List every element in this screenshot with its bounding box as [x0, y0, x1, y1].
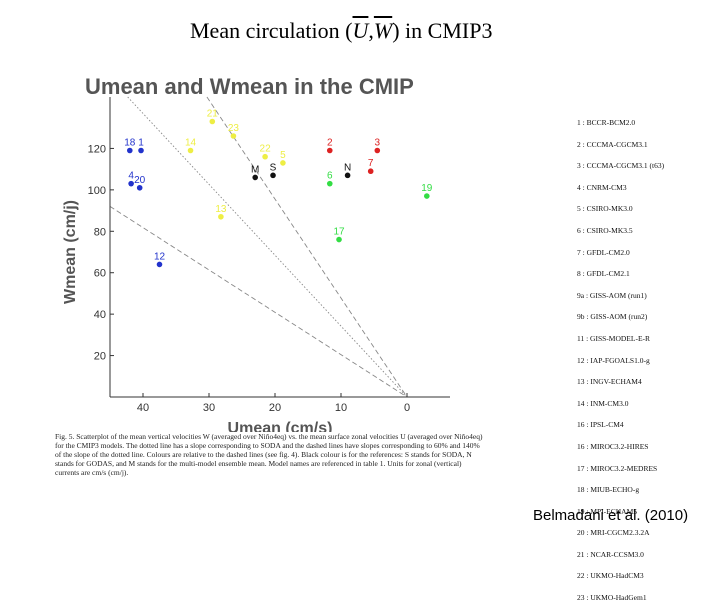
data-point	[127, 147, 133, 154]
data-point-label: 4	[128, 171, 134, 182]
legend-item: 14 : INM-CM3.0	[577, 398, 629, 408]
data-point-label: 21	[207, 109, 219, 120]
legend-item: 16 : IPSL-CM4	[577, 420, 624, 430]
slide-title-comma: ,	[368, 18, 374, 43]
data-point	[326, 180, 333, 187]
figure-caption: Fig. 5. Scatterplot of the mean vertical…	[55, 432, 483, 477]
data-point	[136, 184, 143, 191]
legend-item: 21 : NCAR-CCSM3.0	[577, 549, 644, 559]
x-tick-label: 10	[335, 402, 347, 414]
x-axis-label: Umean (cm/s)	[228, 420, 333, 432]
legend-item: 7 : GFDL-CM2.0	[577, 247, 630, 257]
legend-item: 5 : CSIRO-MK3.0	[577, 204, 633, 214]
data-point	[367, 168, 374, 175]
data-point	[209, 118, 216, 125]
legend-item: 6 : CSIRO-MK3.5	[577, 225, 633, 235]
data-point	[270, 172, 276, 179]
reference-line-dashed-140	[206, 96, 408, 398]
legend-item: 12 : IAP-FGOALS1.0-g	[577, 355, 650, 365]
data-point-label: 17	[333, 227, 345, 238]
data-point-label: 18	[124, 138, 136, 149]
x-tick-label: 20	[269, 402, 281, 414]
citation: Belmadani et al. (2010)	[533, 507, 689, 524]
y-axis-label: Wmean (cm/j)	[62, 200, 79, 304]
figure-panel: 40 30 20 10 0 20 40 60 80 100 120 Umean (cm/s) Wmean…	[55, 62, 485, 492]
data-point	[374, 147, 381, 154]
reference-line-dotted	[127, 96, 408, 398]
data-point	[218, 213, 224, 220]
legend-item: 8 : GFDL-CM2.1	[577, 269, 630, 279]
data-point-label: S	[270, 162, 277, 173]
data-point-label: M	[251, 164, 259, 175]
legend-item: 9a : GISS-AOM (run1)	[577, 290, 647, 300]
x-tick-label: 30	[203, 402, 215, 414]
data-point-label: 14	[185, 138, 197, 149]
data-point	[326, 147, 333, 154]
model-legend: 1 : BCCR-BCM2.0 2 : CCCMA-CGCM3.1 3 : CCCM…	[577, 118, 717, 615]
slide-title: Mean circulation (U,W) in CMIP3	[190, 18, 492, 44]
data-point	[187, 147, 194, 154]
data-point	[336, 236, 342, 243]
data-point-label: 13	[215, 204, 227, 215]
data-point	[230, 133, 237, 139]
y-tick-label: 120	[88, 143, 106, 155]
legend-item: 18 : MIUB-ECHO-g	[577, 485, 640, 495]
panel-title: Umean and Wmean in the CMIP	[85, 74, 414, 99]
data-point-label: 22	[260, 144, 272, 155]
data-point	[344, 172, 351, 179]
x-tick-label: 0	[404, 402, 410, 414]
data-point-label: 19	[421, 183, 433, 194]
legend-item: 23 : UKMO-HadGem1	[577, 593, 647, 603]
legend-item: 20 : MRI-CGCM2.3.2A	[577, 528, 650, 538]
data-point-label: 6	[327, 171, 333, 182]
data-point-label: 2	[327, 138, 333, 149]
legend-item: 9b : GISS-AOM (run2)	[577, 312, 648, 322]
legend-item: 22 : UKMO-HadCM3	[577, 571, 644, 581]
legend-item: 17 : MIROC3.2-MEDRES	[577, 463, 658, 473]
data-point-label: 23	[228, 123, 240, 134]
slide-title-prefix: Mean circulation (	[190, 18, 353, 43]
data-point-label: N	[344, 162, 351, 173]
y-tick-label: 20	[94, 351, 106, 363]
y-tick-label: 40	[94, 309, 106, 321]
slide-title-suffix: ) in CMIP3	[392, 18, 493, 43]
reference-line-dashed-60	[109, 206, 408, 398]
data-point-label: 7	[368, 158, 374, 169]
data-point-label: 12	[154, 251, 166, 262]
data-point-label: 1	[138, 138, 144, 149]
data-point	[424, 193, 430, 199]
data-point	[252, 174, 258, 181]
x-tick-label: 40	[137, 402, 149, 414]
legend-item: 1 : BCCR-BCM2.0	[577, 118, 636, 127]
legend-item: 2 : CCCMA-CGCM3.1	[577, 139, 648, 149]
legend-item: 4 : CNRM-CM3	[577, 182, 627, 192]
legend-item: 19 : MPI-ECHAM5	[577, 506, 638, 516]
y-tick-label: 80	[94, 226, 106, 238]
slide-title-w: W	[373, 18, 393, 43]
data-point-label: 3	[375, 138, 381, 149]
legend-item: 16 : MIROC3.2-HIRES	[577, 441, 649, 451]
data-point-label: 20	[134, 175, 146, 186]
data-point	[262, 153, 268, 160]
data-point	[280, 160, 286, 166]
slide-title-u: U	[352, 18, 369, 43]
data-point	[138, 147, 144, 154]
legend-item: 13 : INGV-ECHAM4	[577, 377, 642, 387]
y-tick-label: 100	[88, 185, 106, 197]
data-point	[156, 261, 163, 268]
data-point-label: 5	[280, 150, 286, 161]
legend-item: 11 : GISS-MODEL-E-R	[577, 333, 651, 343]
y-tick-label: 60	[94, 268, 106, 280]
legend-item: 3 : CCCMA-CGCM3.1 (t63)	[577, 161, 665, 171]
data-point	[128, 180, 134, 187]
